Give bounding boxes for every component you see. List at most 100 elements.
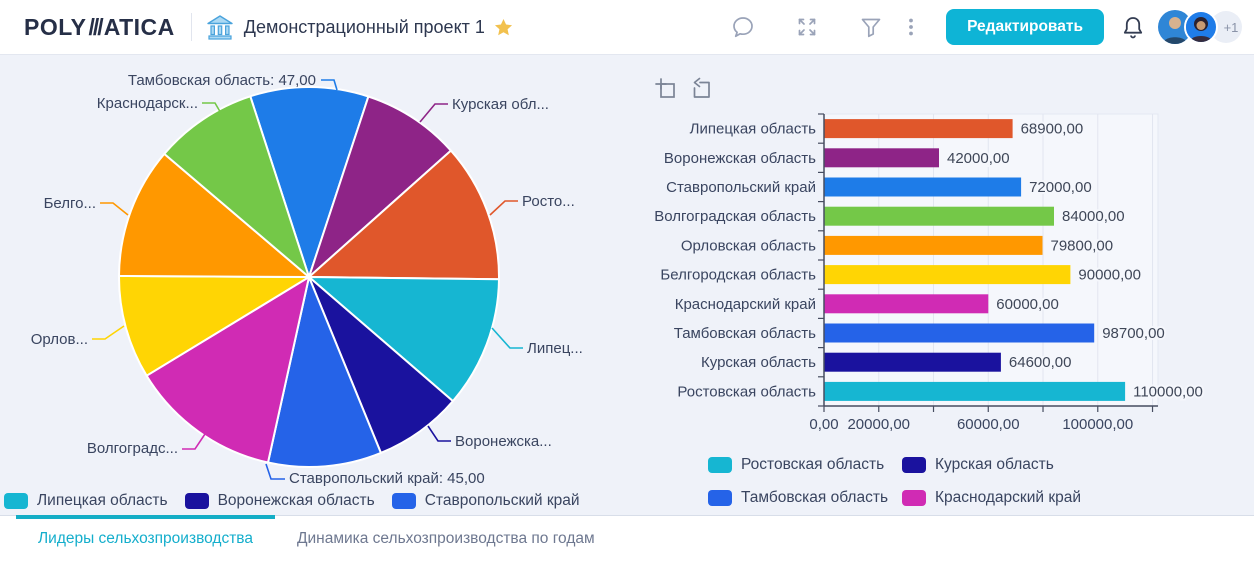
funnel-icon[interactable] [858,14,884,40]
pie-callout-label: Орлов... [31,331,88,348]
crop-select-icon[interactable] [653,76,679,102]
bar-chart-toolbar [653,76,714,102]
bar-category-label: Орловская область [681,237,816,254]
pie-slice-7[interactable] [117,275,310,377]
legend-item[interactable]: Краснодарский край [902,489,1081,507]
pie-callout-line [92,325,125,340]
bar-category-label: Ростовская область [677,383,816,400]
pie-callout-line [321,79,338,91]
legend-label: Тамбовская область [741,489,889,506]
bar-segment[interactable] [824,352,1001,372]
bar-value-label: 64600,00 [1009,354,1072,371]
tab-dynamics[interactable]: Динамика сельхозпроизводства по годам [296,530,595,547]
legend-label: Ставропольский край [424,492,580,509]
bar-segment[interactable] [824,119,1013,139]
bar-segment[interactable] [824,206,1054,226]
pie-callout-label: Росто... [522,193,575,210]
avatar[interactable] [1184,10,1218,44]
pie-callout-label: Липец... [527,340,583,357]
bar-category-label: Волгоградская область [654,208,816,225]
dashboard-tabbar: Лидеры сельхозпроизводства Динамика сель… [0,515,1254,562]
header-divider [190,13,192,41]
x-tick-label: 60000,00 [957,416,1020,433]
pie-callout-line [419,103,448,123]
legend-item[interactable]: Курская область [902,456,1081,474]
bar-value-label: 90000,00 [1078,267,1141,284]
expand-arrows-icon[interactable] [794,14,820,40]
bar-segment[interactable] [824,294,989,314]
star-icon[interactable] [494,18,513,37]
pie-callout-line [202,102,223,116]
pie-callout-label: Ставропольский край: 45,00 [289,470,485,487]
legend-label: Ростовская область [741,456,885,473]
bar-chart-legend: Ростовская область Курская область Тамбовс… [708,456,1081,507]
bar-segment[interactable] [824,265,1071,285]
bar-value-label: 42000,00 [947,150,1010,167]
pie-slice-6[interactable] [145,276,310,464]
bar-category-label: Ставропольский край [666,179,816,196]
speech-bubble-icon[interactable] [730,14,756,40]
bar-value-label: 98700,00 [1102,325,1165,342]
bar-chart: Липецкая область 68900,00 Воронежская обла… [654,113,1205,433]
undo-selection-icon[interactable] [688,76,714,102]
pie-callout-label: Тамбовская область: 47,00 [128,72,316,89]
edit-button[interactable]: Редактировать [946,9,1104,45]
pie-chart-legend: Липецкая область Воронежская область Ставр… [4,492,580,510]
pie-chart: Тамбовская область: 47,00 Курская обл... Р… [31,72,583,487]
pie-callout-line [265,463,285,480]
bar-segment[interactable] [824,148,939,168]
bar-segment[interactable] [824,235,1043,255]
page-title: Демонстрационный проект 1 [243,16,485,37]
bar-value-label: 60000,00 [996,296,1059,313]
pie-callout-label: Белго... [44,195,96,212]
bar-segment[interactable] [824,323,1095,343]
pie-callout-line [491,327,523,349]
legend-swatch [391,493,416,509]
bar-category-label: Липецкая область [690,121,817,138]
bar-category-label: Курская область [701,354,816,371]
bar-segment[interactable] [824,381,1126,401]
bar-value-label: 110000,00 [1133,383,1203,400]
pie-slice-0[interactable] [249,86,370,278]
x-tick-label: 100000,00 [1062,416,1133,433]
legend-swatch [708,490,732,506]
kebab-menu-icon[interactable] [898,14,924,40]
legend-label: Воронежская область [217,492,375,509]
x-tick-label: 20000,00 [847,416,910,433]
bar-value-label: 79800,00 [1051,237,1114,254]
legend-label: Липецкая область [37,492,168,509]
legend-item[interactable]: Ростовская область [708,456,888,474]
pie-slice-8[interactable] [118,152,310,278]
collaborator-avatars[interactable]: +1 [1158,9,1246,45]
pie-callout-label: Волгоградс... [87,440,178,457]
pie-slice-9[interactable] [163,95,310,278]
legend-item[interactable]: Воронежская область [184,492,375,510]
legend-swatch [4,493,28,509]
pie-callout-label: Курская обл... [452,96,549,113]
legend-item[interactable]: Тамбовская область [708,489,888,507]
pie-slice-2[interactable] [308,149,501,281]
bank-building-icon [206,14,234,41]
bar-value-label: 68900,00 [1021,121,1084,138]
legend-swatch [184,493,209,509]
bar-category-label: Воронежская область [664,150,816,167]
legend-item[interactable]: Липецкая область [4,492,168,510]
app-header: POLY///ATICA Демонстрационный проект 1 [0,0,1254,55]
legend-item[interactable]: Ставропольский край [391,492,580,510]
pie-callout-line [427,425,451,442]
polymatica-logo: POLY///ATICA [24,13,175,40]
pie-slice-1[interactable] [308,95,452,278]
bar-value-label: 84000,00 [1062,208,1125,225]
x-tick-label: 0,00 [809,416,838,433]
bar-segment[interactable] [824,177,1022,197]
bell-icon[interactable] [1120,14,1146,40]
pie-callout-line [182,433,206,450]
pie-callout-line [100,202,129,216]
bar-value-label: 72000,00 [1029,179,1092,196]
pie-slice-5[interactable] [267,276,382,468]
legend-label: Краснодарский край [935,489,1081,506]
pie-slice-3[interactable] [308,276,500,403]
tab-leaders[interactable]: Лидеры сельхозпроизводства [16,515,275,562]
pie-callout-label: Воронежска... [455,433,552,450]
bar-category-label: Краснодарский край [675,296,816,313]
